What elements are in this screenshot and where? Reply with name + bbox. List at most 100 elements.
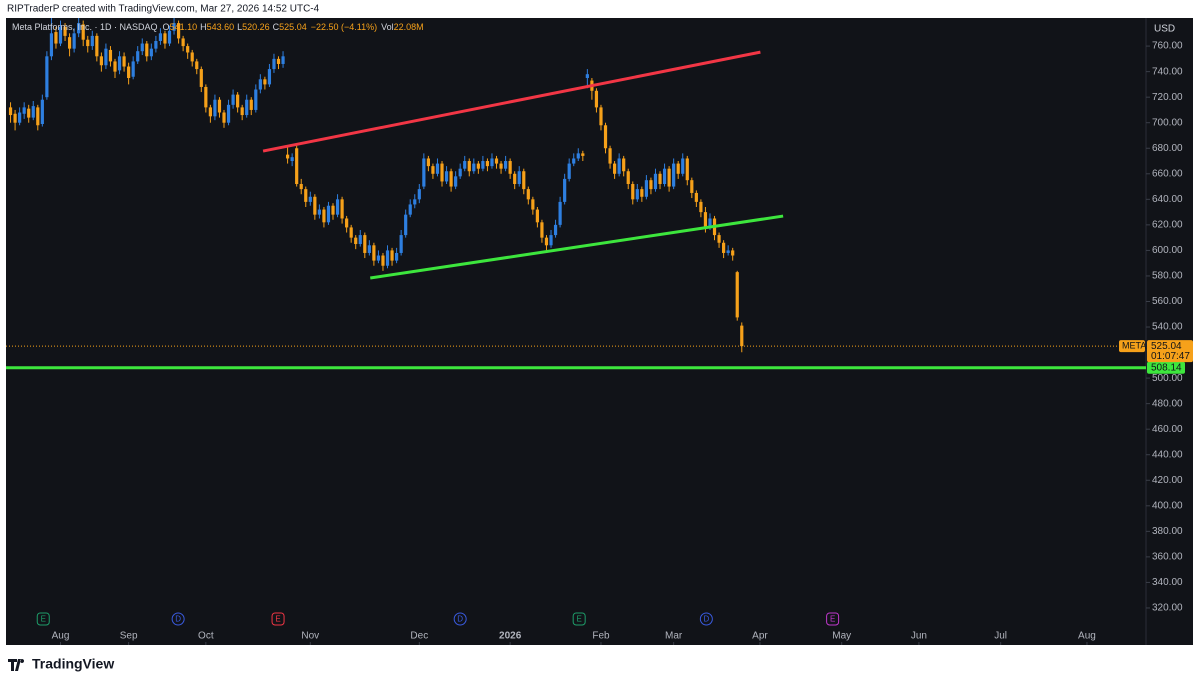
candle-body [358, 235, 362, 245]
candle-body [249, 99, 253, 110]
event-label: E [275, 615, 280, 624]
candle-body [204, 86, 208, 108]
candle-body [649, 180, 653, 190]
event-marker: D [699, 612, 713, 626]
candle-body [113, 61, 117, 72]
event-label: D [703, 615, 709, 624]
candle-body [717, 235, 721, 243]
candle-body [522, 171, 526, 190]
candle-body [631, 184, 635, 200]
candle-body [508, 161, 512, 174]
candle-body [394, 252, 399, 261]
x-tick-label: Jul [994, 631, 1007, 642]
y-tick-label: 540.00 [1152, 322, 1183, 333]
legend-key: C [273, 22, 280, 32]
candle-body [613, 163, 617, 174]
candle-body [481, 161, 485, 169]
candle-body [240, 107, 244, 116]
candle-body [485, 161, 490, 167]
candle-body [181, 38, 185, 47]
candle-body [572, 158, 576, 164]
candle-body [340, 199, 344, 219]
last-price-tag [1147, 340, 1193, 363]
candle-body [27, 108, 31, 118]
candle-body [308, 196, 312, 202]
candle-body [95, 35, 99, 57]
candle-body [640, 189, 644, 197]
candle-body [381, 255, 385, 266]
candle-body [222, 112, 226, 123]
candle-body [117, 56, 122, 71]
y-tick-label: 400.00 [1152, 500, 1183, 511]
candle-body [290, 157, 294, 162]
x-tick-label: Dec [410, 631, 428, 642]
y-tick-label: 500.00 [1152, 373, 1183, 384]
candle-body [304, 189, 308, 202]
candle-body [722, 242, 726, 253]
candle-body [431, 166, 435, 174]
candle-body [86, 39, 90, 47]
y-tick-label: 660.00 [1152, 168, 1183, 179]
candle-body [281, 56, 285, 64]
countdown: 01:07:47 [1151, 351, 1190, 362]
event-label: E [41, 615, 46, 624]
candle-body [63, 26, 67, 36]
candle-body [694, 192, 698, 202]
candle-body [454, 176, 458, 187]
candle-body [22, 107, 26, 114]
candle-body [276, 58, 281, 64]
symbol-tag-label: META [1122, 341, 1146, 351]
candle-body [413, 199, 417, 205]
candle-body [399, 235, 403, 253]
y-tick-label: 680.00 [1152, 143, 1183, 154]
candle-body [703, 212, 708, 228]
candle-body [731, 250, 735, 256]
event-marker: E [826, 612, 840, 626]
candle-body [417, 189, 421, 200]
candle-body [254, 89, 258, 110]
candle-body [526, 189, 530, 200]
candle-body [617, 158, 621, 174]
price-tag [1147, 361, 1185, 374]
candle-body [99, 56, 103, 66]
candle-body [40, 99, 44, 124]
candle-body [172, 23, 176, 31]
candle-body [504, 161, 508, 169]
candle-body [236, 94, 240, 108]
brand: TradingView [32, 656, 114, 672]
event-marker: D [171, 612, 185, 626]
candle-body [513, 173, 517, 185]
legend-value: 520.26 [242, 22, 270, 32]
legend-value: 22.08M [394, 22, 424, 32]
candle-body [685, 158, 689, 181]
candle-body [127, 66, 131, 79]
candle-body [226, 104, 231, 123]
credit: RIPTraderP created with TradingView.com,… [7, 4, 320, 15]
candle-body [517, 171, 521, 185]
candle-body [272, 58, 276, 70]
candle-body [622, 158, 626, 172]
legend-key: Vol [381, 22, 394, 32]
event-badge [171, 612, 185, 626]
candle-body [535, 209, 539, 223]
candle-body [72, 33, 76, 49]
candle-body [549, 235, 553, 246]
y-tick-label: 640.00 [1152, 194, 1183, 205]
candle-body [576, 153, 580, 159]
candle-body [653, 173, 658, 190]
event-badge [453, 612, 467, 626]
x-tick-label: 2026 [499, 631, 522, 642]
candle-body [77, 23, 81, 34]
x-tick-label: Apr [752, 631, 768, 642]
candle-body [208, 107, 212, 117]
last-price-label: 525.04 [1151, 341, 1182, 352]
event-badge [572, 612, 586, 626]
y-tick-label: 740.00 [1152, 66, 1183, 77]
legend-value: 543.60 [207, 22, 235, 32]
candle-body [317, 209, 321, 215]
event-label: D [457, 615, 463, 624]
y-tick-label: 380.00 [1152, 526, 1183, 537]
candle-body [690, 180, 694, 193]
y-tick-label: 420.00 [1152, 475, 1183, 486]
